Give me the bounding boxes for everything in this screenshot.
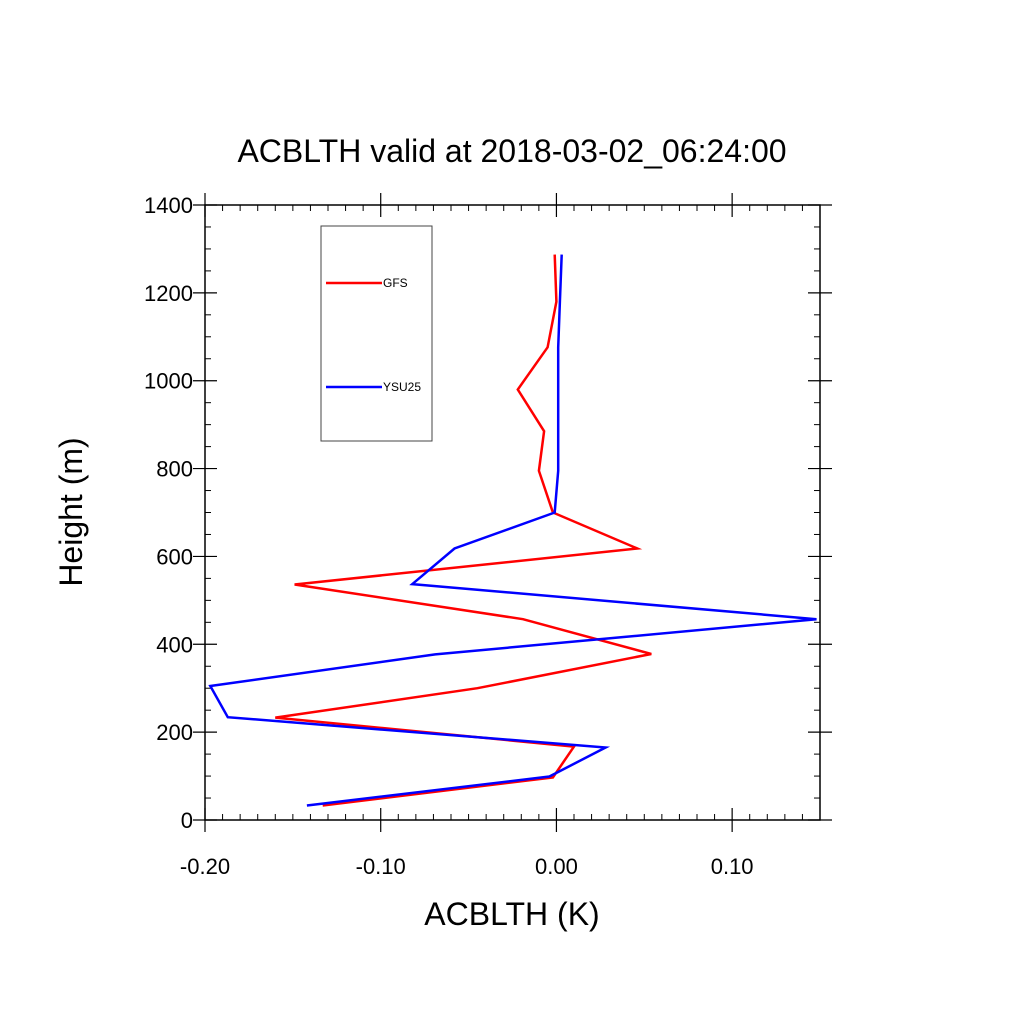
- y-axis-label: Height (m): [53, 437, 89, 586]
- legend-box: [320, 225, 433, 442]
- legend-label-ysu25: YSU25: [383, 380, 421, 394]
- x-tick-label: -0.10: [356, 854, 406, 879]
- y-tick-label: 1000: [144, 369, 193, 394]
- y-tick-label: 200: [156, 720, 193, 745]
- chart-title: ACBLTH valid at 2018-03-02_06:24:00: [237, 133, 786, 169]
- plot-frame: [204, 204, 821, 821]
- x-tick-label: 0.00: [535, 854, 578, 879]
- x-axis-label: ACBLTH (K): [424, 896, 599, 932]
- y-tick-label: 800: [156, 457, 193, 482]
- x-tick-label: -0.20: [180, 854, 230, 879]
- series-line-ysu25: [208, 254, 817, 807]
- legend-label-gfs: GFS: [383, 276, 408, 290]
- axis-ticks: -0.20 -0.10 0.00 0.10 0 200 400 600 800 1000 1200 1…: [144, 193, 832, 879]
- legend: GFS YSU25: [320, 225, 433, 442]
- y-tick-label: 600: [156, 544, 193, 569]
- y-tick-label: 1200: [144, 281, 193, 306]
- y-tick-label: 0: [181, 808, 193, 833]
- x-tick-label: 0.10: [711, 854, 754, 879]
- y-tick-label: 400: [156, 632, 193, 657]
- y-tick-label: 1400: [144, 193, 193, 218]
- plot-series: [208, 254, 817, 807]
